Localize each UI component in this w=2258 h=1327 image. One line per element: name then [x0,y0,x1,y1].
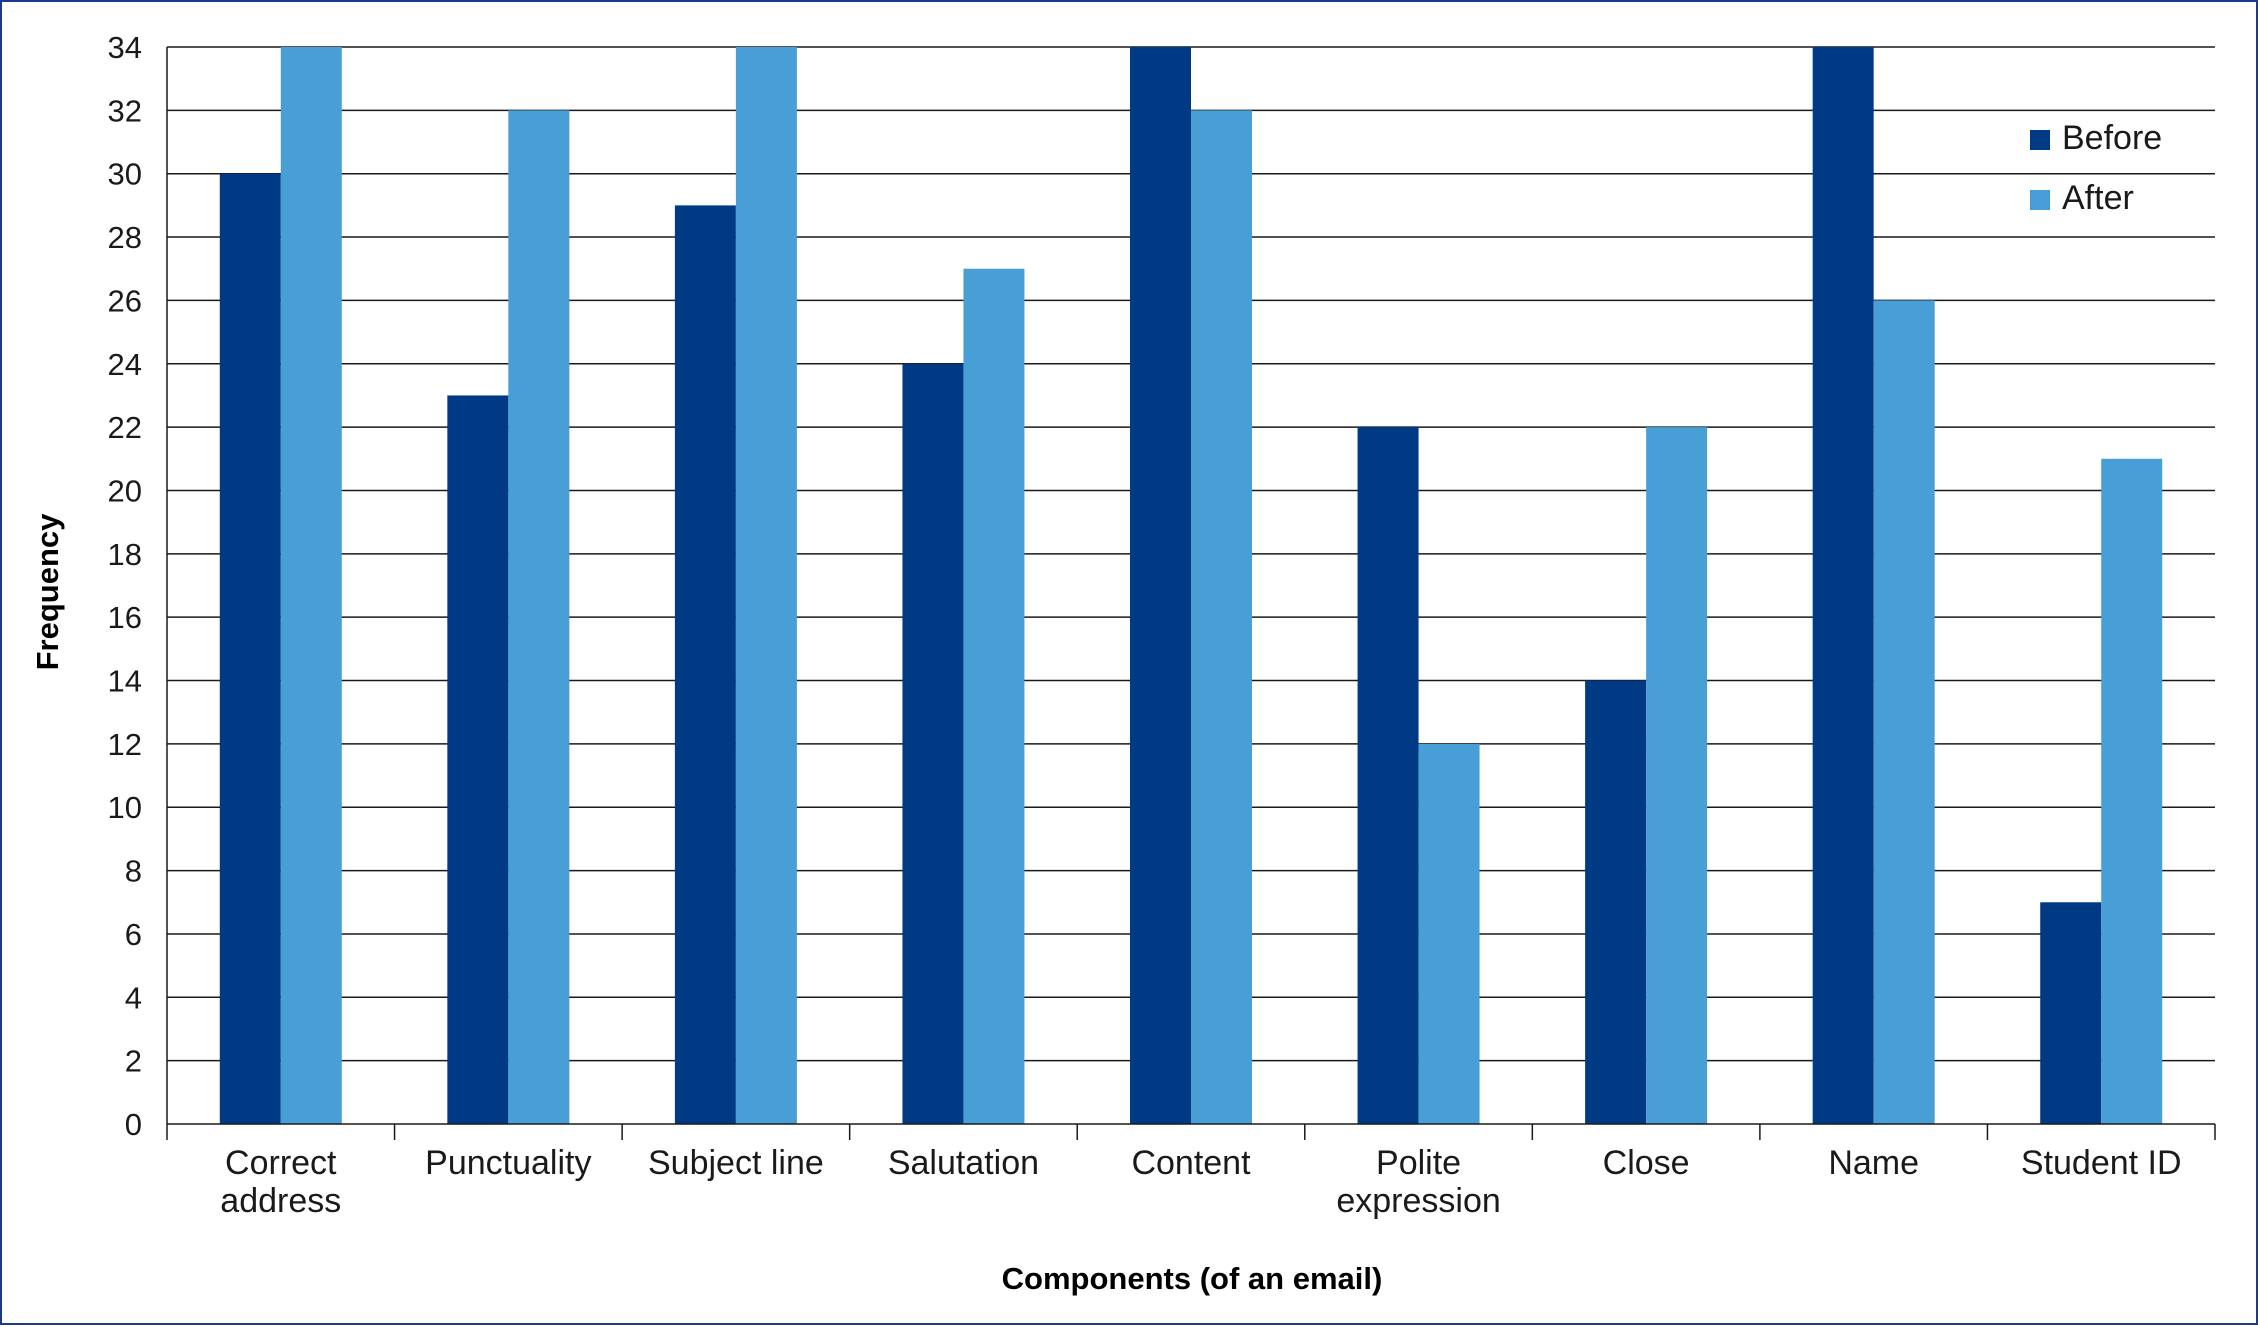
x-category-label: Salutation [888,1144,1039,1182]
y-tick-label: 34 [108,30,142,65]
bar-after [2101,458,2163,1124]
y-tick-label: 12 [108,727,142,762]
x-axis-title: Components (of an email) [1002,1261,1383,1296]
x-category-label: Subject line [648,1144,824,1182]
bar-after [1873,300,1935,1125]
y-tick-label: 26 [108,283,142,318]
bar-after [735,47,797,1124]
legend: Before After [2030,119,2162,217]
x-category-label-line: Name [1828,1144,1919,1182]
bar-before [2040,902,2102,1124]
y-tick-label: 0 [125,1107,142,1142]
y-tick-label: 30 [108,157,142,192]
x-category-label-line: expression [1336,1182,1500,1220]
x-category-label-line: Polite [1376,1144,1461,1182]
x-category-label: Close [1603,1144,1690,1182]
x-category-label: Name [1828,1144,1919,1182]
bar-after [280,47,342,1124]
x-category-label-line: address [220,1182,341,1220]
bar-before [1585,680,1647,1124]
bar-before [219,173,281,1125]
y-tick-label: 18 [108,537,142,572]
x-category-labels: Correct address Punctuality Subject line Sal… [220,1144,2181,1220]
legend-label-after: After [2062,179,2134,217]
x-category-label-line: Subject line [648,1144,824,1182]
bars [219,47,2163,1125]
x-category-label: Polite expression [1336,1144,1500,1220]
y-tick-label: 16 [108,600,142,635]
axes [166,47,2216,1140]
x-category-label-line: Correct [225,1144,337,1182]
bar-after [1646,427,1708,1124]
bar-before [902,363,964,1124]
bar-before [1130,47,1191,1124]
y-tick-label: 14 [108,664,142,699]
x-category-label-line: Punctuality [425,1144,591,1182]
y-tick-label: 24 [108,347,142,382]
y-tick-label: 32 [108,93,142,128]
y-tick-label: 22 [108,410,142,445]
y-tick-label: 28 [108,220,142,255]
y-tick-label: 20 [108,473,142,508]
x-category-label: Punctuality [425,1144,591,1182]
legend-swatch-after [2030,190,2050,210]
x-category-label-line: Close [1603,1144,1690,1182]
y-axis-title: Frequency [30,513,65,671]
y-tick-label: 2 [125,1044,142,1079]
x-category-label-line: Salutation [888,1144,1039,1182]
x-category-label: Content [1131,1144,1251,1182]
legend-swatch-before [2030,130,2050,150]
bar-after [1418,743,1480,1124]
x-category-label-line: Content [1131,1144,1251,1182]
bar-after [963,268,1025,1124]
y-tick-label: 10 [108,790,142,825]
x-category-label: Student ID [2021,1144,2182,1182]
bar-before [674,205,736,1125]
bar-before [1357,427,1419,1124]
bar-before [1812,47,1874,1124]
y-tick-label: 8 [125,854,142,889]
x-category-label: Correct address [220,1144,341,1220]
bar-after [1191,110,1252,1124]
y-tick-label: 6 [125,917,142,952]
legend-label-before: Before [2062,119,2162,157]
x-category-label-line: Student ID [2021,1144,2182,1182]
y-tick-label: 4 [125,980,142,1015]
bar-after [508,110,570,1124]
bar-before [447,395,509,1124]
